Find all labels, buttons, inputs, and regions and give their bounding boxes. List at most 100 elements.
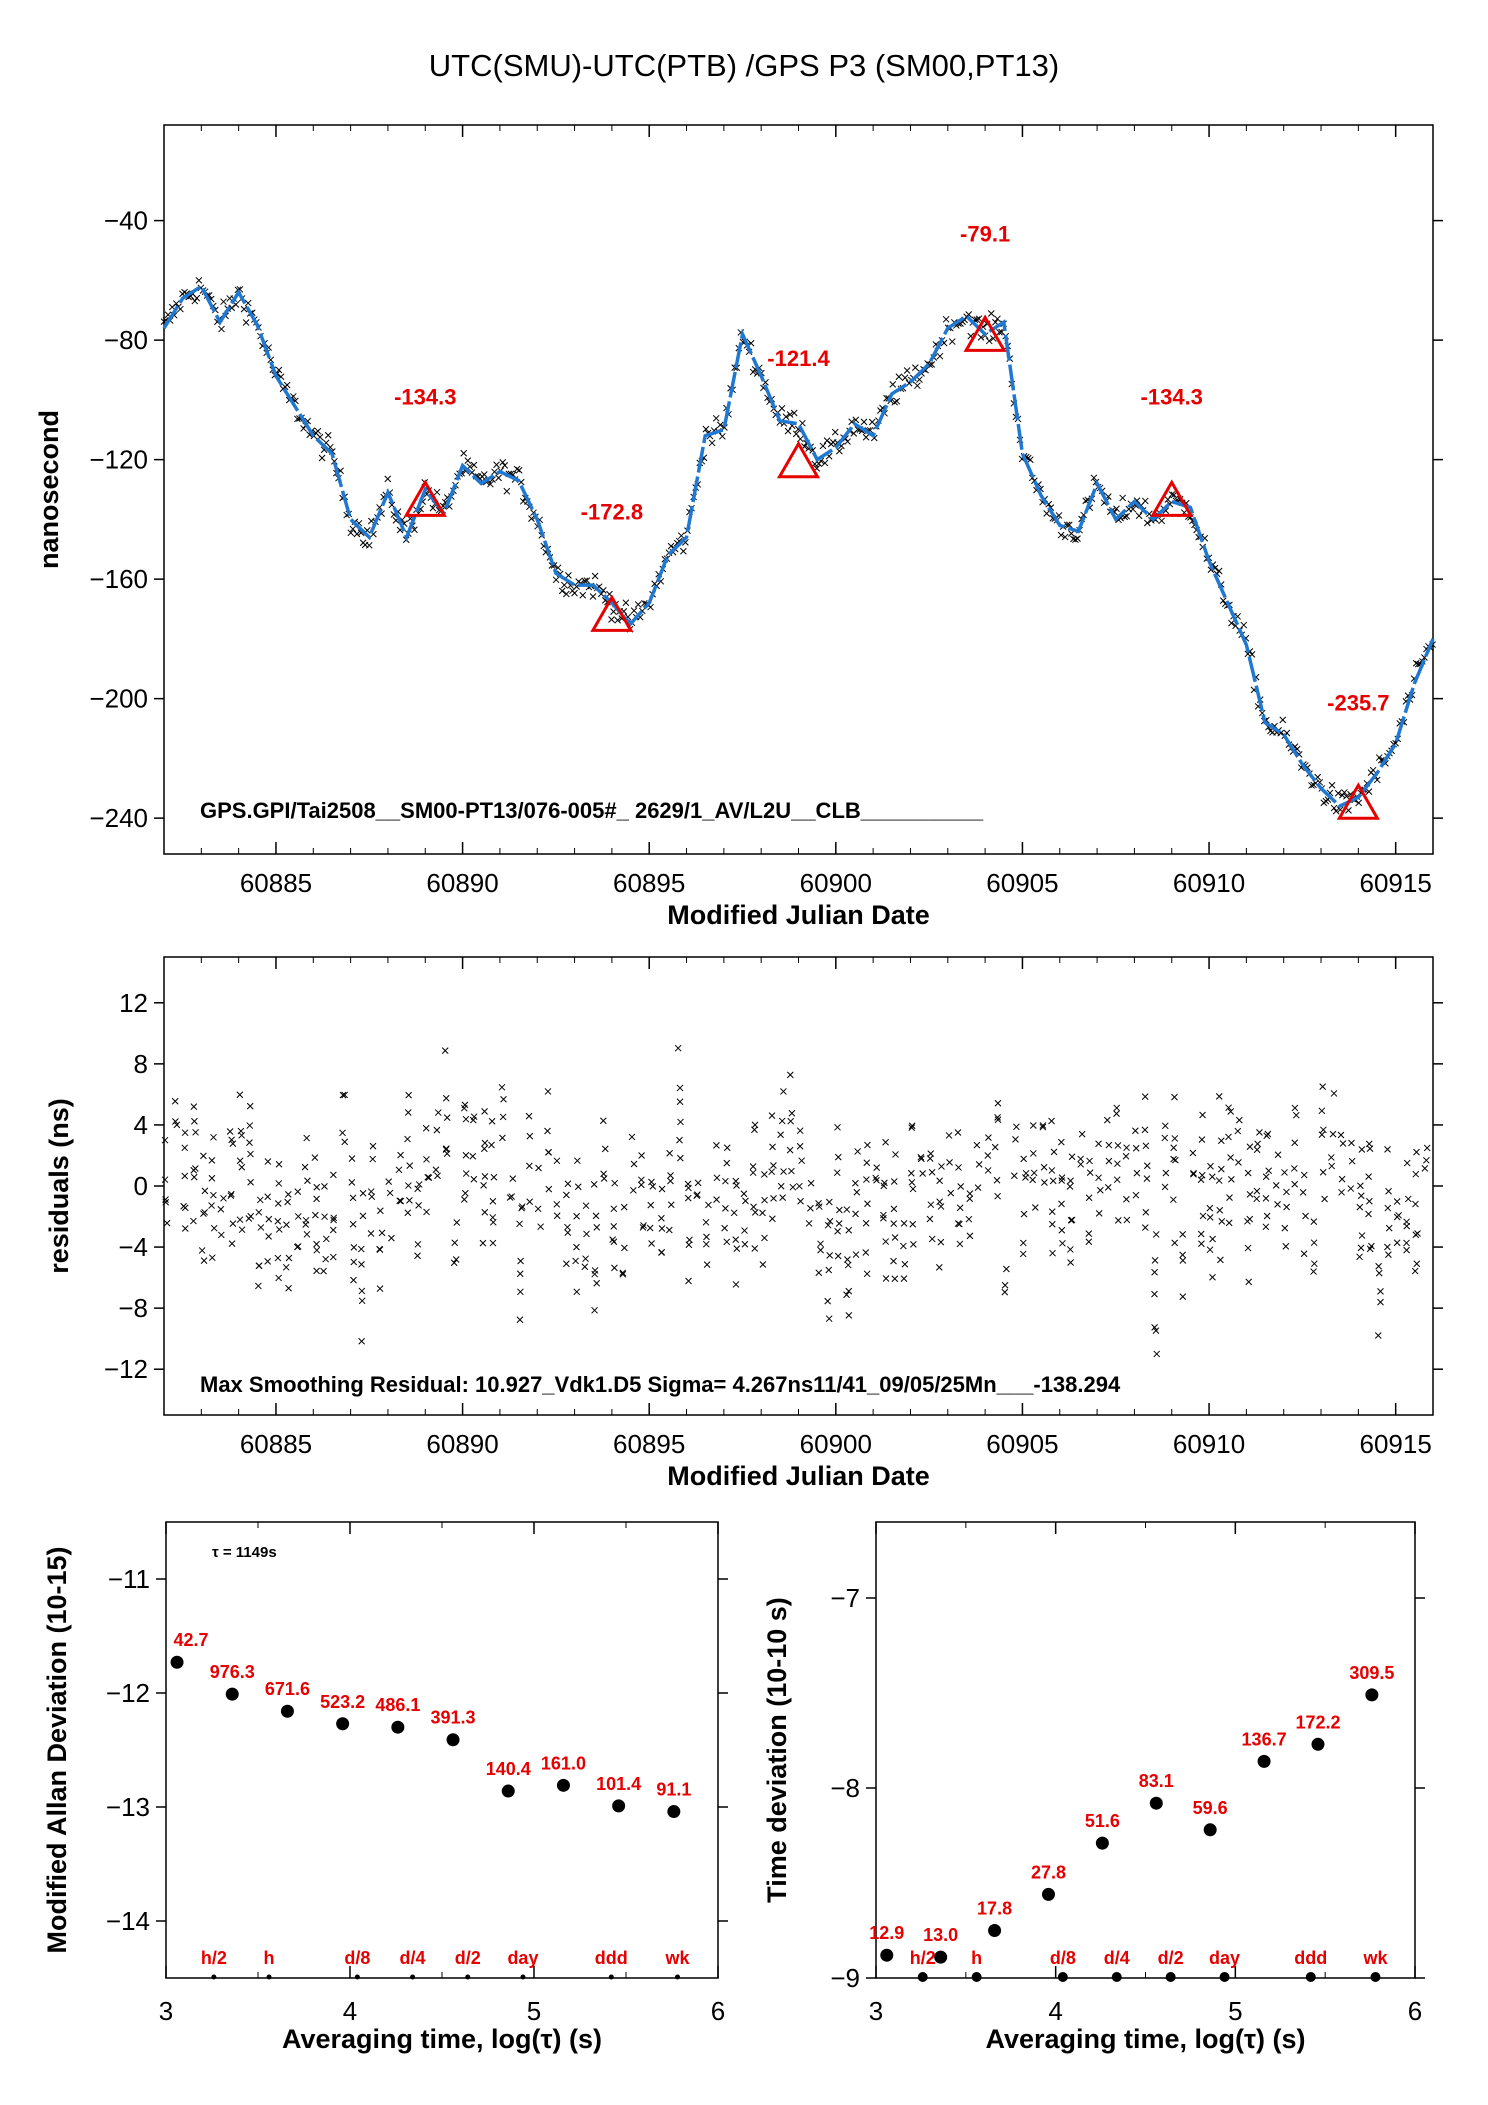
residual-point: [246, 1102, 254, 1110]
data-point: [1219, 597, 1227, 604]
residual-point: [826, 1252, 834, 1259]
residual-point: [1290, 1165, 1298, 1172]
residual-point: [329, 1226, 337, 1234]
residual-point: [1197, 1230, 1205, 1238]
residual-point: [227, 1192, 235, 1200]
period-marker-point: [1219, 1972, 1230, 1982]
residual-point: [863, 1270, 871, 1278]
residual-point: [834, 1123, 841, 1131]
residual-point: [462, 1151, 470, 1159]
data-point: [819, 442, 827, 450]
residual-point: [926, 1215, 934, 1223]
residual-point: [341, 1091, 349, 1099]
y-tick-label: −8: [830, 1773, 860, 1803]
residual-point: [1272, 1181, 1280, 1189]
residual-point: [742, 1197, 749, 1205]
data-point: [228, 304, 236, 312]
residual-point: [339, 1091, 347, 1099]
y-tick-label: −9: [830, 1963, 860, 1993]
residual-point: [1347, 1185, 1355, 1192]
residual-point: [628, 1133, 636, 1141]
data-point: [1074, 535, 1081, 543]
data-point: [191, 297, 199, 305]
residual-point: [1123, 1195, 1130, 1203]
residual-point: [572, 1257, 579, 1265]
period-label: ddd: [595, 1948, 628, 1968]
residual-point: [462, 1170, 470, 1177]
residual-point: [450, 1259, 458, 1267]
residual-point: [1171, 1135, 1179, 1142]
residual-point: [322, 1235, 330, 1243]
residual-point: [1113, 1104, 1121, 1112]
residual-point: [993, 1176, 1001, 1184]
residual-point: [500, 1095, 507, 1103]
data-point: [1365, 788, 1373, 796]
data-point: [560, 581, 568, 589]
residual-point: [1216, 1206, 1224, 1214]
data-point: [242, 319, 250, 326]
residual-point: [956, 1204, 964, 1212]
residual-point: [1161, 1122, 1169, 1130]
data-point: [283, 381, 291, 389]
residual-point: [443, 1114, 451, 1121]
residual-point: [509, 1175, 517, 1182]
residual-point: [994, 1099, 1002, 1107]
deviation-value-label: 161.0: [541, 1753, 586, 1773]
residual-point: [1358, 1146, 1366, 1153]
residual-point: [956, 1240, 964, 1248]
residual-point: [1412, 1170, 1420, 1178]
residual-point: [1151, 1268, 1158, 1276]
data-point: [515, 466, 523, 474]
residual-point: [1151, 1257, 1159, 1264]
residual-point: [301, 1163, 309, 1171]
residual-point: [1161, 1183, 1169, 1191]
data-point: [942, 315, 950, 323]
residual-point: [1384, 1243, 1391, 1251]
residual-point: [927, 1150, 935, 1157]
residual-point: [237, 1127, 245, 1135]
data-point: [1113, 505, 1120, 513]
residual-point: [255, 1208, 263, 1216]
residual-point: [553, 1200, 561, 1208]
residual-point: [190, 1217, 197, 1225]
data-point: [240, 305, 248, 313]
data-point: [860, 418, 868, 426]
residual-point: [1310, 1260, 1318, 1268]
deviation-value-label: 83.1: [1139, 1771, 1174, 1791]
deviation-point: [336, 1717, 350, 1731]
residual-point: [1357, 1192, 1365, 1200]
deviation-point: [1257, 1754, 1271, 1768]
x-tick-label: 60900: [800, 868, 872, 898]
period-marker-point: [465, 1974, 471, 1980]
residual-point: [703, 1233, 710, 1241]
residual-point: [378, 1229, 386, 1237]
residual-point: [368, 1193, 376, 1201]
x-tick-label: 60910: [1173, 1429, 1245, 1459]
residual-point: [1152, 1231, 1160, 1238]
data-point: [1119, 494, 1127, 502]
deviation-value-label: 27.8: [1031, 1862, 1066, 1882]
residual-point: [1172, 1156, 1179, 1164]
residual-point: [826, 1217, 834, 1225]
residual-point: [1244, 1244, 1252, 1252]
residual-point: [479, 1239, 487, 1247]
marker-value-label: -134.3: [394, 384, 456, 409]
residual-point: [1215, 1093, 1223, 1100]
data-point: [1164, 496, 1172, 503]
residual-point: [677, 1118, 684, 1126]
residual-point: [1319, 1083, 1327, 1090]
residual-point: [1209, 1273, 1216, 1281]
deviation-point: [988, 1924, 1002, 1937]
residual-point: [481, 1139, 489, 1147]
residual-point: [1096, 1186, 1104, 1194]
x-tick-label: 60905: [986, 868, 1058, 898]
data-point: [349, 525, 357, 533]
residual-point: [600, 1170, 607, 1178]
residual-point: [229, 1140, 237, 1147]
x-tick-label: 60915: [1360, 1429, 1432, 1459]
residual-point: [1153, 1350, 1161, 1358]
y-tick-label: −11: [108, 1564, 150, 1594]
deviation-value-label: 91.1: [656, 1780, 691, 1800]
residual-point: [864, 1141, 871, 1149]
residual-point: [957, 1183, 965, 1190]
